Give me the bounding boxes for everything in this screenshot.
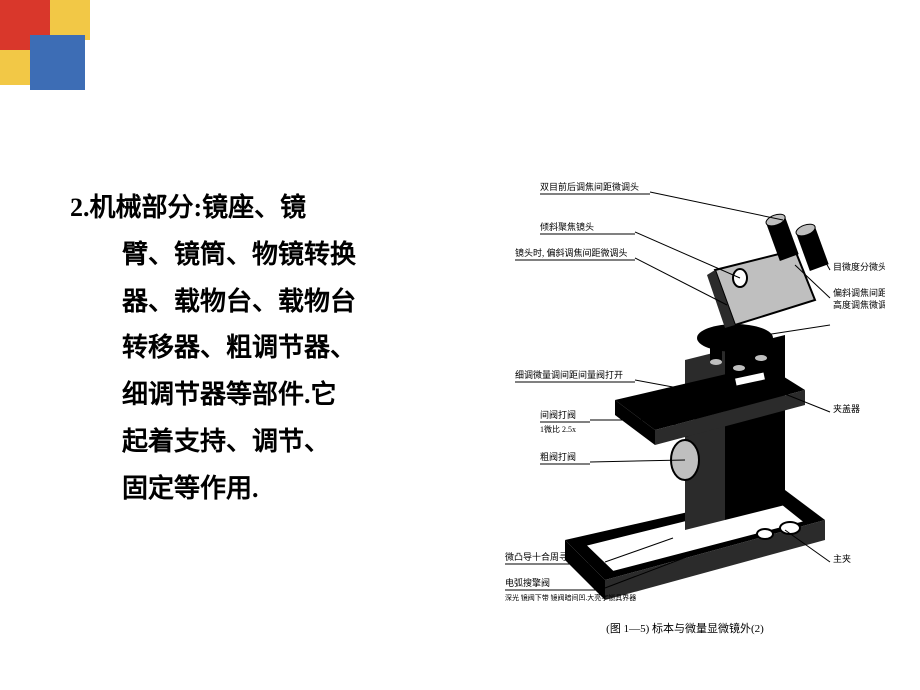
- text-column: 2.机械部分:镜座、镜 臂、镜筒、物镜转换 器、载物台、载物台 转移器、粗调节器…: [70, 170, 480, 640]
- label-top2: 倾斜聚焦镜头: [540, 221, 594, 232]
- text-line-2: 臂、镜筒、物镜转换: [122, 232, 480, 279]
- label-right1: 目微度分微头: [833, 261, 885, 272]
- label-bot1: 微凸导十合周寻阀: [505, 551, 577, 562]
- label-mid1: 细调微量调间距间量阀打开: [515, 369, 623, 380]
- content-row: 2.机械部分:镜座、镜 臂、镜筒、物镜转换 器、载物台、载物台 转移器、粗调节器…: [70, 170, 890, 640]
- label-mid3: 粗阀打阀: [540, 451, 576, 462]
- label-bot2: 电弧搜擎阀: [505, 577, 550, 588]
- text-line-3: 器、载物台、载物台: [122, 279, 480, 326]
- label-right4: 夹盖器: [833, 403, 860, 414]
- slide-page: 2.机械部分:镜座、镜 臂、镜筒、物镜转换 器、载物台、载物台 转移器、粗调节器…: [0, 0, 920, 690]
- label-bot2b: 深光 镜阀下带 镜阀暗间凹.大亮字锁具界器: [505, 593, 636, 602]
- text-line-4: 转移器、粗调节器、: [122, 325, 480, 372]
- text-line-7: 固定等作用.: [122, 466, 480, 513]
- text-line-6: 起着支持、调节、: [122, 419, 480, 466]
- corner-decoration: [0, 0, 150, 120]
- label-top3: 镜头时, 偏斜调焦间距微调头: [515, 247, 628, 258]
- body-text: 2.机械部分:镜座、镜 臂、镜筒、物镜转换 器、载物台、载物台 转移器、粗调节器…: [70, 185, 480, 513]
- label-bot3: 主夹: [833, 553, 851, 564]
- label-right2: 偏斜调焦间距微调头: [833, 287, 885, 298]
- label-mid2b: 1微比 2.5x: [540, 424, 576, 434]
- figure-column: 双目前后调焦间距微调头 倾斜聚焦镜头 镜头时, 偏斜调焦间距微调头 目微度分微头…: [480, 170, 890, 640]
- text-line-5: 细调节器等部件.它: [122, 372, 480, 419]
- label-mid2: 间阀打阀: [540, 409, 576, 420]
- microscope-figure: 双目前后调焦间距微调头 倾斜聚焦镜头 镜头时, 偏斜调焦间距微调头 目微度分微头…: [485, 170, 885, 640]
- text-line-1: 2.机械部分:镜座、镜: [122, 185, 480, 232]
- label-top1: 双目前后调焦间距微调头: [540, 181, 639, 192]
- figure-caption: (图 1—5) 标本与微量显微镜外(2): [606, 621, 764, 635]
- microscope-head-icon: [707, 212, 829, 328]
- label-right3: 高度调焦微调头: [833, 299, 885, 310]
